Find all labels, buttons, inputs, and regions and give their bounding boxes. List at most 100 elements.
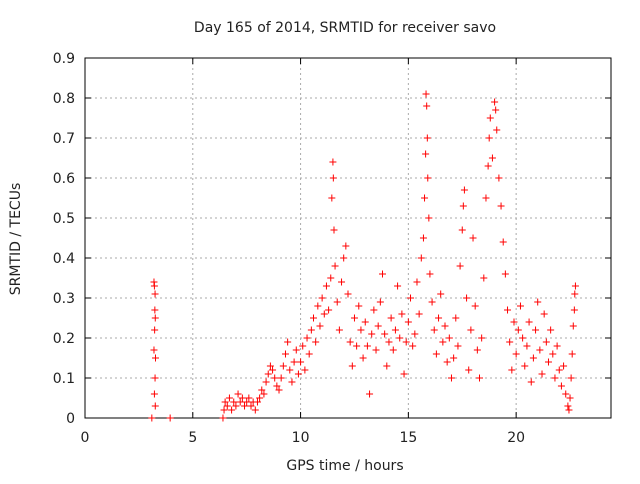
data-point [547, 326, 555, 334]
data-point [232, 402, 240, 410]
chart-title: Day 165 of 2014, SRMTID for receiver sav… [194, 20, 496, 36]
data-point [299, 342, 307, 350]
data-point [525, 318, 533, 326]
data-point [322, 282, 330, 290]
data-point [258, 386, 266, 394]
data-point [148, 414, 156, 422]
data-point [488, 154, 496, 162]
data-point [407, 294, 415, 302]
data-point [344, 290, 352, 298]
data-point [269, 366, 277, 374]
data-point [394, 282, 402, 290]
data-point [471, 302, 479, 310]
data-point [314, 302, 322, 310]
data-point [346, 338, 354, 346]
data-point [551, 374, 559, 382]
y-tick-label: 0.7 [53, 131, 75, 147]
data-point [294, 370, 302, 378]
data-point [396, 334, 404, 342]
data-point [398, 310, 406, 318]
data-point [290, 358, 298, 366]
data-point [402, 338, 410, 346]
data-point [266, 362, 274, 370]
data-point [247, 402, 255, 410]
data-point [357, 326, 365, 334]
data-point [452, 314, 460, 322]
data-point [353, 342, 361, 350]
data-point [492, 106, 500, 114]
data-point [374, 322, 382, 330]
data-point [310, 314, 318, 322]
data-point [385, 338, 393, 346]
data-point [335, 326, 343, 334]
data-point [485, 134, 493, 142]
data-point [151, 314, 159, 322]
data-point [292, 346, 300, 354]
y-tick-label: 0.6 [53, 171, 75, 187]
data-point [284, 338, 292, 346]
data-point [288, 378, 296, 386]
data-point [333, 298, 341, 306]
data-point [236, 398, 244, 406]
data-point [223, 402, 231, 410]
data-point [325, 306, 333, 314]
data-point [553, 342, 561, 350]
data-point [425, 214, 433, 222]
data-point [238, 394, 246, 402]
data-point [508, 366, 516, 374]
data-point [150, 282, 158, 290]
data-point [151, 290, 159, 298]
data-point [432, 350, 440, 358]
data-point [338, 278, 346, 286]
x-axis-label: GPS time / hours [286, 458, 403, 474]
y-tick-label: 0.9 [53, 51, 75, 67]
data-point [219, 414, 227, 422]
data-point [422, 150, 430, 158]
data-point [456, 262, 464, 270]
data-point [421, 194, 429, 202]
data-point [536, 346, 544, 354]
data-point [458, 226, 466, 234]
data-point [387, 314, 395, 322]
data-point [378, 270, 386, 278]
data-point [497, 202, 505, 210]
plot-frame [84, 57, 612, 419]
data-point [571, 282, 579, 290]
y-tick-label: 0.4 [53, 251, 75, 267]
data-point [342, 242, 350, 250]
data-point [230, 398, 238, 406]
data-point [370, 306, 378, 314]
data-point [469, 234, 477, 242]
data-point [361, 318, 369, 326]
y-tick-label: 0.8 [53, 91, 75, 107]
data-point [523, 342, 531, 350]
data-point [570, 306, 578, 314]
data-point [262, 378, 270, 386]
data-point [571, 290, 579, 298]
y-tick-label: 0.2 [53, 331, 75, 347]
data-point [484, 162, 492, 170]
data-point [460, 186, 468, 194]
data-point [565, 406, 573, 414]
data-point [271, 374, 279, 382]
data-point [329, 158, 337, 166]
data-point [348, 362, 356, 370]
data-point [441, 322, 449, 330]
data-point [234, 390, 242, 398]
data-point [301, 366, 309, 374]
data-point [241, 402, 249, 410]
data-point [476, 374, 483, 382]
data-point [297, 358, 305, 366]
data-point [557, 382, 565, 390]
data-point [273, 382, 281, 390]
x-tick-label: 20 [507, 430, 525, 446]
data-point [253, 398, 261, 406]
data-point [277, 374, 285, 382]
data-point [303, 334, 311, 342]
data-point [495, 174, 503, 182]
data-point [540, 310, 548, 318]
data-point [307, 326, 315, 334]
y-axis-label: SRMTID / TECUs [8, 183, 24, 296]
